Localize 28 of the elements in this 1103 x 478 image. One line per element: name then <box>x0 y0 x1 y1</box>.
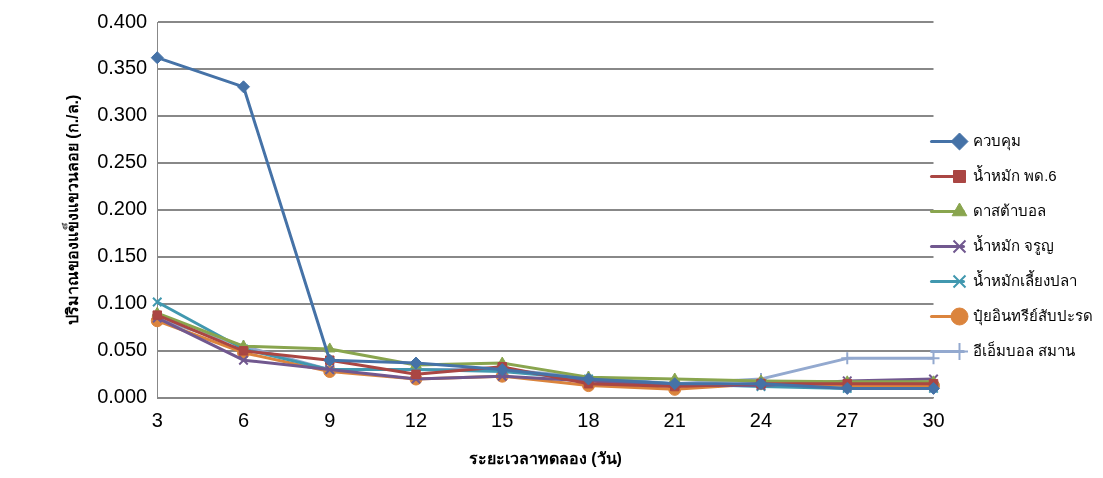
x-tick-label: 9 <box>324 409 336 432</box>
y-tick-label: 0.150 <box>97 244 148 267</box>
legend-label: ควบคุม <box>973 131 1021 151</box>
y-tick-label: 0.350 <box>97 56 148 79</box>
y-axis-title: ปริมาณของแข็งแขวนลอย (ก./ล.) <box>61 94 82 326</box>
x-tick-label: 3 <box>151 409 163 432</box>
legend-label: อีเอ็มบอล สมาน <box>973 340 1076 359</box>
y-tick-label: 0.100 <box>97 291 148 314</box>
x-tick-label: 12 <box>404 409 428 432</box>
x-axis-title: ระยะเวลาทดลอง (วัน) <box>468 449 622 467</box>
legend-label: ปุ๋ยอินทรีย์สับปะรด <box>973 306 1093 326</box>
y-tick-label: 0.200 <box>97 197 148 220</box>
x-tick-label: 21 <box>663 409 686 432</box>
legend-label: น้ำหมัก พด.6 <box>973 164 1057 184</box>
y-tick-label: 0.300 <box>97 103 148 126</box>
x-tick-label: 27 <box>836 409 859 432</box>
x-tick-label: 30 <box>922 409 945 432</box>
y-tick-label: 0.000 <box>97 385 148 408</box>
legend-label: น้ำหมัก จรูญ <box>973 234 1055 255</box>
y-tick-label: 0.400 <box>97 9 148 32</box>
y-tick-label: 0.050 <box>97 338 148 361</box>
x-tick-label: 24 <box>749 409 773 432</box>
x-tick-label: 15 <box>491 409 514 432</box>
legend-label: ดาสต้าบอล <box>973 201 1046 219</box>
y-tick-label: 0.250 <box>97 150 148 173</box>
legend-label: น้ำหมักเลี้ยงปลา <box>973 269 1077 289</box>
x-tick-label: 6 <box>237 409 250 432</box>
x-tick-label: 18 <box>577 409 600 432</box>
